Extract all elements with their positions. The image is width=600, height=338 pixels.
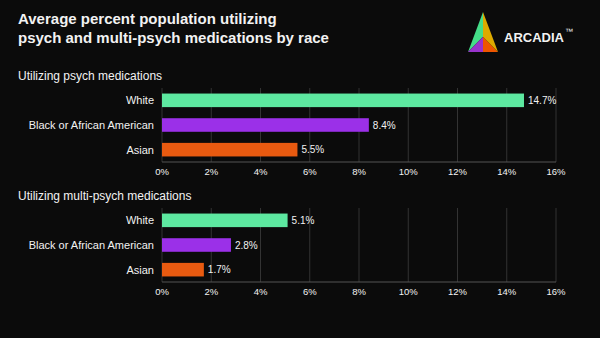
bar — [162, 118, 369, 132]
bar — [162, 238, 231, 252]
logo-text: ARCADIA — [504, 30, 565, 45]
axis-line — [162, 282, 556, 283]
chart: Utilizing psych medications 0% 2% 4% 6% 8% 10%… — [18, 69, 566, 177]
grid-line — [408, 208, 409, 282]
subtitle: Utilizing psych medications — [18, 69, 162, 83]
category-label: Asian — [126, 144, 154, 156]
chart-root: Average percent population utilizing psyc… — [0, 0, 600, 338]
tick-label: 6% — [303, 286, 317, 297]
logo-shape — [468, 37, 483, 52]
tick-label: 6% — [303, 166, 317, 177]
bars — [162, 94, 524, 157]
category-label: Black or African American — [29, 119, 154, 131]
tick-label: 8% — [352, 166, 366, 177]
category-label: Asian — [126, 264, 154, 276]
bar — [162, 214, 288, 228]
grid-line — [457, 208, 458, 282]
tick-label: 4% — [254, 166, 268, 177]
tick-label: 14% — [497, 166, 517, 177]
data-label: 5.5% — [301, 144, 324, 155]
bar — [162, 263, 204, 277]
chart: Utilizing multi-psych medications 0% 2% 4% 6… — [18, 189, 566, 297]
tick-label: 12% — [448, 166, 468, 177]
category-label: White — [126, 94, 154, 106]
tick-label: 10% — [399, 286, 419, 297]
data-label: 8.4% — [373, 120, 396, 131]
tick-label: 12% — [448, 286, 468, 297]
bars — [162, 214, 288, 277]
tick-label: 16% — [546, 286, 566, 297]
tick-label: 8% — [352, 286, 366, 297]
data-label: 5.1% — [292, 215, 315, 226]
tick-label: 14% — [497, 286, 517, 297]
subtitle: Utilizing multi-psych medications — [18, 189, 191, 203]
trademark: ™ — [565, 27, 573, 36]
logo-shape — [468, 12, 483, 52]
tick-label: 16% — [546, 166, 566, 177]
bar — [162, 94, 524, 108]
grid-line — [556, 208, 557, 282]
data-label: 14.7% — [528, 95, 556, 106]
tick-label: 2% — [204, 166, 218, 177]
tick-label: 10% — [399, 166, 419, 177]
data-label: 1.7% — [208, 264, 231, 275]
tick-label: 0% — [155, 166, 169, 177]
title-line: Average percent population utilizing — [18, 10, 277, 27]
background — [0, 0, 600, 338]
data-label: 2.8% — [235, 240, 258, 251]
category-label: Black or African American — [29, 239, 154, 251]
tick-label: 0% — [155, 286, 169, 297]
tick-label: 4% — [254, 286, 268, 297]
title-line: psych and multi-psych medications by rac… — [18, 29, 329, 46]
category-label: White — [126, 214, 154, 226]
grid-line — [506, 208, 507, 282]
axis-line — [162, 162, 556, 163]
bar — [162, 143, 297, 157]
grid-line — [359, 208, 360, 282]
title: Average percent population utilizing psyc… — [18, 10, 329, 46]
logo-shape — [483, 12, 498, 52]
tick-label: 2% — [204, 286, 218, 297]
